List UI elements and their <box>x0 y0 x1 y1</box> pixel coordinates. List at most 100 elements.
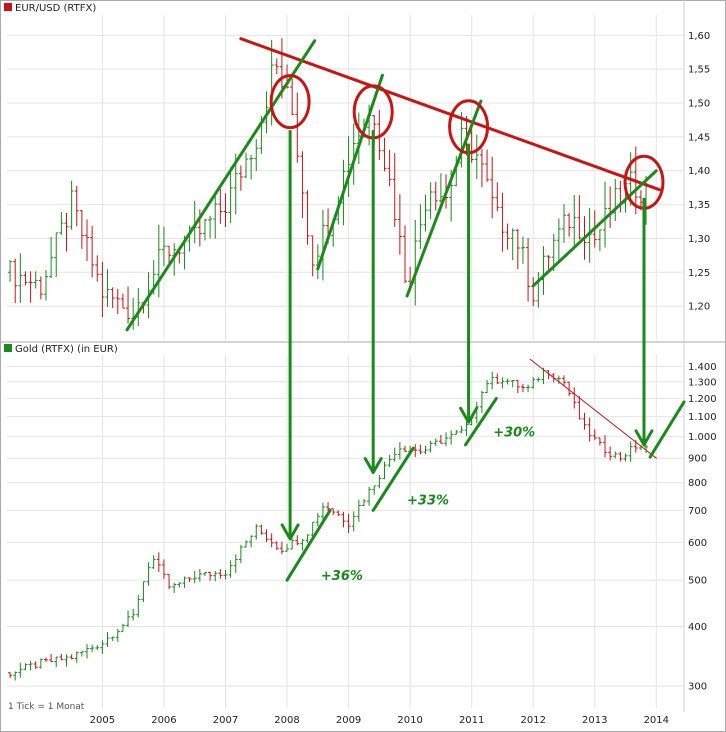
eurusd-bar-52 <box>274 58 279 75</box>
gold-bar-100 <box>520 383 525 393</box>
x-tick-2005: 2005 <box>90 715 115 726</box>
gold-bar-58 <box>305 534 310 543</box>
eurusd-bar-38 <box>202 218 207 241</box>
eurusd-bar-20 <box>110 287 115 308</box>
gold-bar-86 <box>449 430 454 445</box>
gold-bar-3 <box>23 663 28 671</box>
trendline-top-resistance <box>239 37 661 192</box>
eurusd-bar-17 <box>95 255 100 282</box>
y-tick-top-5: 1,45 <box>688 132 710 143</box>
trendline-bot-downtrend <box>529 358 657 459</box>
eurusd-bar-23 <box>126 286 131 324</box>
eurusd-bar-95 <box>495 182 500 212</box>
gold-bar-24 <box>131 608 136 621</box>
gold-bar-115 <box>597 437 602 446</box>
eurusd-bar-55 <box>290 78 295 116</box>
gold-bar-70 <box>367 486 372 506</box>
eurusd-bar-96 <box>500 192 505 252</box>
x-tick-2006: 2006 <box>151 715 176 726</box>
y-tick-bot-11: 1.400 <box>688 362 717 373</box>
gold-bar-17 <box>95 644 100 651</box>
eurusd-bar-107 <box>556 218 561 260</box>
gold-bar-25 <box>136 595 141 618</box>
gold-bar-98 <box>510 379 515 388</box>
gold-bar-40 <box>213 570 218 582</box>
eurusd-bar-73 <box>382 137 387 172</box>
gold-bar-45 <box>238 544 243 564</box>
gold-bar-41 <box>218 569 223 579</box>
x-tick-2010: 2010 <box>397 715 422 726</box>
eurusd-bar-0 <box>8 260 13 282</box>
y-tick-top-2: 1,30 <box>688 234 710 245</box>
eurusd-bar-42 <box>223 193 228 227</box>
gold-bar-47 <box>249 535 254 548</box>
gain-annotation-1: +33% <box>407 493 449 508</box>
gold-bar-92 <box>479 390 484 414</box>
eurusd-bar-109 <box>567 213 572 237</box>
gold-bar-93 <box>485 379 490 394</box>
gold-bar-46 <box>244 540 249 548</box>
gold-bar-34 <box>182 576 187 588</box>
arrow-head-1 <box>363 457 383 475</box>
eurusd-bar-18 <box>100 261 105 318</box>
gold-bar-97 <box>505 378 510 385</box>
eurusd-bar-2 <box>18 253 23 303</box>
eurusd-bar-93 <box>485 149 490 182</box>
gold-bar-4 <box>28 660 33 671</box>
gold-bar-82 <box>428 440 433 453</box>
gold-bar-7 <box>43 657 48 662</box>
gold-bar-85 <box>444 432 449 447</box>
eurusd-bar-58 <box>305 190 310 245</box>
gold-bar-102 <box>531 376 536 389</box>
trendline-top-uptrend-3 <box>405 99 483 298</box>
eurusd-bar-57 <box>300 151 305 219</box>
gold-bar-31 <box>167 573 172 590</box>
gold-bar-44 <box>233 554 238 573</box>
gold-bar-109 <box>567 381 572 397</box>
gold-bar-59 <box>310 521 315 539</box>
eurusd-bar-9 <box>54 232 59 277</box>
eurusd-bar-88 <box>459 112 464 168</box>
eurusd-bar-29 <box>156 224 161 298</box>
eurusd-bar-66 <box>346 136 351 198</box>
gold-bar-18 <box>100 640 105 654</box>
gold-bar-64 <box>336 510 341 517</box>
arrow-head-3 <box>634 429 654 447</box>
gold-bar-117 <box>608 446 613 461</box>
gold-bar-49 <box>259 524 264 535</box>
gold-bar-6 <box>38 658 43 669</box>
gold-bar-118 <box>613 451 618 459</box>
eurusd-bar-116 <box>603 181 608 248</box>
eurusd-bar-60 <box>315 244 320 280</box>
eurusd-bar-75 <box>392 153 397 227</box>
gold-bar-111 <box>577 396 582 420</box>
gold-bar-76 <box>397 442 402 460</box>
x-tick-2008: 2008 <box>274 715 299 726</box>
eurusd-bar-91 <box>474 134 479 180</box>
eurusd-bar-108 <box>561 204 566 243</box>
gold-bar-0 <box>8 672 13 679</box>
eurusd-bar-45 <box>238 165 243 191</box>
y-tick-top-3: 1,35 <box>688 200 710 211</box>
gold-bar-63 <box>331 508 336 516</box>
gold-bar-112 <box>582 412 587 430</box>
eurusd-bar-94 <box>490 156 495 219</box>
eurusd-bar-82 <box>428 182 433 220</box>
eurusd-bar-7 <box>43 270 48 301</box>
gold-bar-36 <box>192 570 197 584</box>
gold-bar-87 <box>454 430 459 435</box>
gold-bar-38 <box>202 571 207 576</box>
gold-bar-73 <box>382 461 387 480</box>
gold-bar-72 <box>377 474 382 489</box>
gold-bar-55 <box>290 538 295 550</box>
eurusd-bar-16 <box>90 226 95 278</box>
gold-bar-101 <box>526 384 531 393</box>
eurusd-bar-30 <box>161 226 166 267</box>
gold-bar-11 <box>64 654 69 667</box>
gold-bar-57 <box>300 539 305 551</box>
gold-bar-119 <box>618 451 623 462</box>
x-tick-2011: 2011 <box>459 715 484 726</box>
gold-bar-51 <box>269 533 274 548</box>
arrow-head-0 <box>280 523 300 541</box>
